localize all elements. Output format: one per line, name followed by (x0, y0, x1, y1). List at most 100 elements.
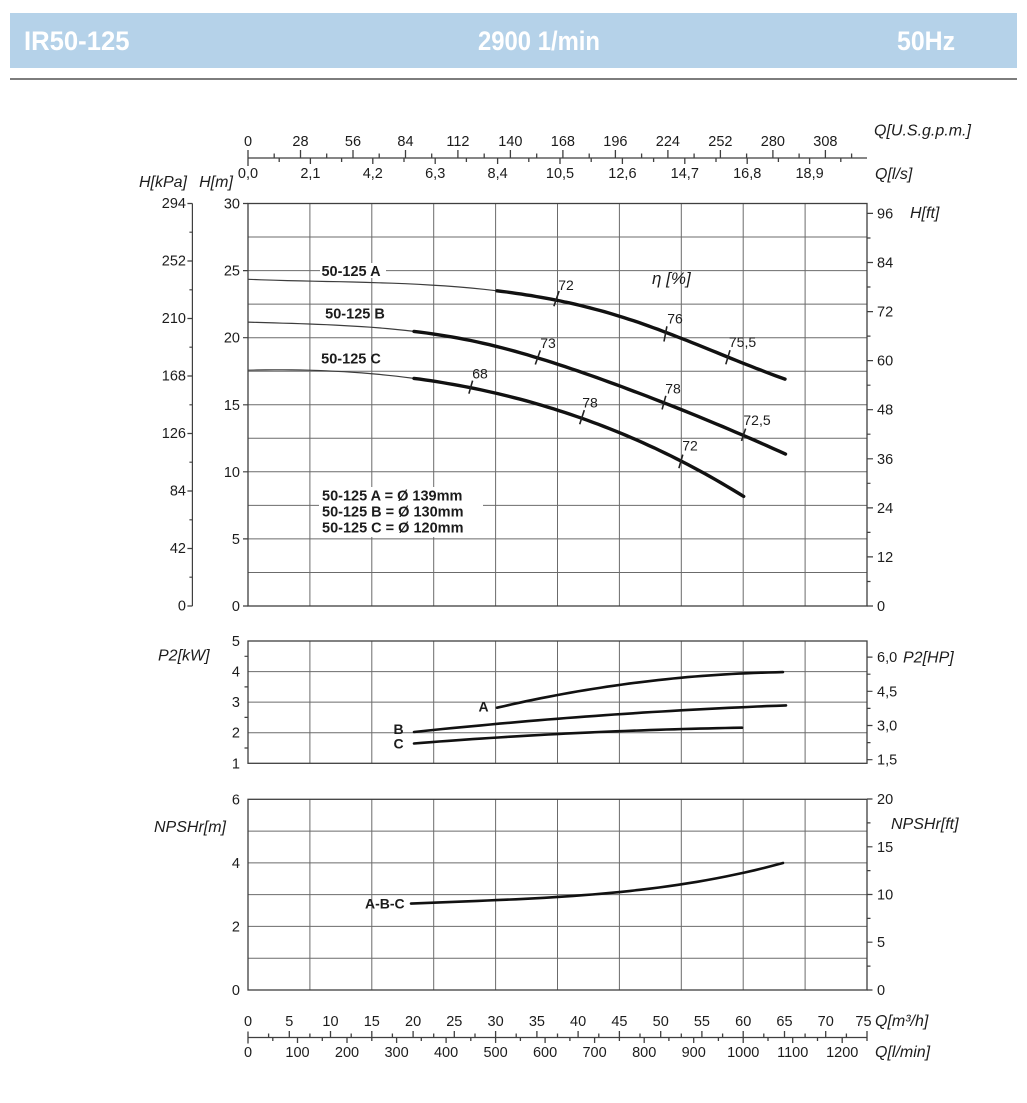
svg-text:50-125 A = Ø 139mm: 50-125 A = Ø 139mm (322, 489, 462, 505)
svg-text:1200: 1200 (826, 1045, 858, 1061)
svg-text:0: 0 (244, 1045, 252, 1061)
svg-text:0: 0 (877, 983, 885, 999)
svg-text:65: 65 (776, 1014, 792, 1030)
svg-text:Q[U.S.g.p.m.]: Q[U.S.g.p.m.] (874, 123, 971, 140)
svg-text:6,0: 6,0 (877, 650, 897, 666)
svg-text:30: 30 (224, 197, 240, 213)
svg-text:3,0: 3,0 (877, 719, 897, 735)
svg-text:60: 60 (877, 354, 893, 370)
svg-text:6,3: 6,3 (425, 166, 445, 182)
svg-text:η [%]: η [%] (652, 269, 692, 288)
svg-text:72: 72 (682, 438, 698, 454)
svg-text:0: 0 (244, 1014, 252, 1030)
svg-text:50-125 A: 50-125 A (321, 264, 381, 280)
svg-text:A: A (478, 699, 488, 715)
svg-text:H[m]: H[m] (199, 174, 233, 191)
svg-text:NPSHr[ft]: NPSHr[ft] (891, 816, 959, 833)
svg-text:P2[kW]: P2[kW] (158, 648, 210, 665)
svg-text:18,9: 18,9 (795, 166, 823, 182)
svg-text:100: 100 (285, 1045, 309, 1061)
svg-text:12: 12 (877, 550, 893, 566)
svg-text:14,7: 14,7 (671, 166, 699, 182)
svg-text:900: 900 (682, 1045, 706, 1061)
svg-text:72: 72 (558, 277, 574, 293)
svg-text:3: 3 (232, 695, 240, 711)
svg-text:0: 0 (877, 599, 885, 615)
svg-text:36: 36 (877, 452, 893, 468)
svg-text:H[ft]: H[ft] (910, 205, 940, 222)
svg-text:25: 25 (224, 264, 240, 280)
svg-text:Q[l/s]: Q[l/s] (875, 166, 913, 183)
svg-text:10,5: 10,5 (546, 166, 574, 182)
svg-text:500: 500 (483, 1045, 507, 1061)
svg-text:1000: 1000 (727, 1045, 759, 1061)
svg-text:400: 400 (434, 1045, 458, 1061)
svg-text:600: 600 (533, 1045, 557, 1061)
svg-text:4: 4 (232, 665, 240, 681)
svg-text:72,5: 72,5 (743, 412, 770, 428)
svg-text:300: 300 (384, 1045, 408, 1061)
svg-text:200: 200 (335, 1045, 359, 1061)
svg-text:800: 800 (632, 1045, 656, 1061)
svg-text:75: 75 (855, 1014, 871, 1030)
svg-text:0: 0 (244, 134, 252, 150)
svg-text:72: 72 (877, 305, 893, 321)
svg-text:55: 55 (694, 1014, 710, 1030)
svg-text:8,4: 8,4 (488, 166, 508, 182)
svg-text:0: 0 (178, 599, 186, 615)
svg-text:6: 6 (232, 792, 240, 808)
svg-text:28: 28 (292, 134, 308, 150)
svg-text:0: 0 (232, 983, 240, 999)
svg-text:30: 30 (488, 1014, 504, 1030)
svg-text:15: 15 (877, 840, 893, 856)
svg-text:40: 40 (570, 1014, 586, 1030)
svg-text:84: 84 (397, 134, 413, 150)
svg-text:2: 2 (232, 919, 240, 935)
svg-text:10: 10 (877, 888, 893, 904)
svg-text:12,6: 12,6 (608, 166, 636, 182)
svg-text:P2[HP]: P2[HP] (903, 650, 954, 667)
svg-text:20: 20 (877, 792, 893, 808)
svg-text:84: 84 (877, 256, 893, 272)
svg-text:45: 45 (611, 1014, 627, 1030)
svg-text:35: 35 (529, 1014, 545, 1030)
svg-text:112: 112 (446, 134, 469, 150)
svg-text:75,5: 75,5 (729, 334, 756, 350)
svg-text:A-B-C: A-B-C (365, 896, 405, 912)
svg-text:0,0: 0,0 (238, 166, 258, 182)
svg-text:1,5: 1,5 (877, 753, 897, 769)
svg-text:50: 50 (653, 1014, 669, 1030)
svg-text:84: 84 (170, 484, 186, 500)
svg-text:168: 168 (162, 369, 186, 385)
svg-text:96: 96 (877, 206, 893, 222)
svg-text:73: 73 (540, 335, 556, 351)
svg-text:78: 78 (582, 395, 598, 411)
svg-text:16,8: 16,8 (733, 166, 761, 182)
svg-text:76: 76 (667, 311, 683, 327)
svg-text:78: 78 (665, 381, 681, 397)
svg-text:2,1: 2,1 (300, 166, 320, 182)
svg-text:10: 10 (322, 1014, 338, 1030)
svg-text:168: 168 (551, 134, 575, 150)
svg-text:NPSHr[m]: NPSHr[m] (154, 819, 227, 836)
svg-text:252: 252 (708, 134, 732, 150)
svg-text:280: 280 (761, 134, 785, 150)
svg-text:IR50-125: IR50-125 (24, 26, 130, 56)
svg-text:1: 1 (232, 756, 240, 772)
svg-text:70: 70 (818, 1014, 834, 1030)
svg-text:C: C (393, 736, 403, 752)
svg-text:48: 48 (877, 403, 893, 419)
svg-text:196: 196 (603, 134, 627, 150)
svg-text:5: 5 (232, 634, 240, 650)
svg-text:5: 5 (232, 532, 240, 548)
svg-text:50-125 B = Ø 130mm: 50-125 B = Ø 130mm (322, 505, 463, 521)
svg-text:5: 5 (285, 1014, 293, 1030)
svg-text:294: 294 (162, 196, 186, 212)
svg-text:20: 20 (405, 1014, 421, 1030)
svg-text:700: 700 (582, 1045, 606, 1061)
svg-text:4,5: 4,5 (877, 684, 897, 700)
svg-text:10: 10 (224, 465, 240, 481)
svg-text:4: 4 (232, 856, 240, 872)
svg-text:60: 60 (735, 1014, 751, 1030)
svg-text:Q[l/min]: Q[l/min] (875, 1044, 931, 1061)
